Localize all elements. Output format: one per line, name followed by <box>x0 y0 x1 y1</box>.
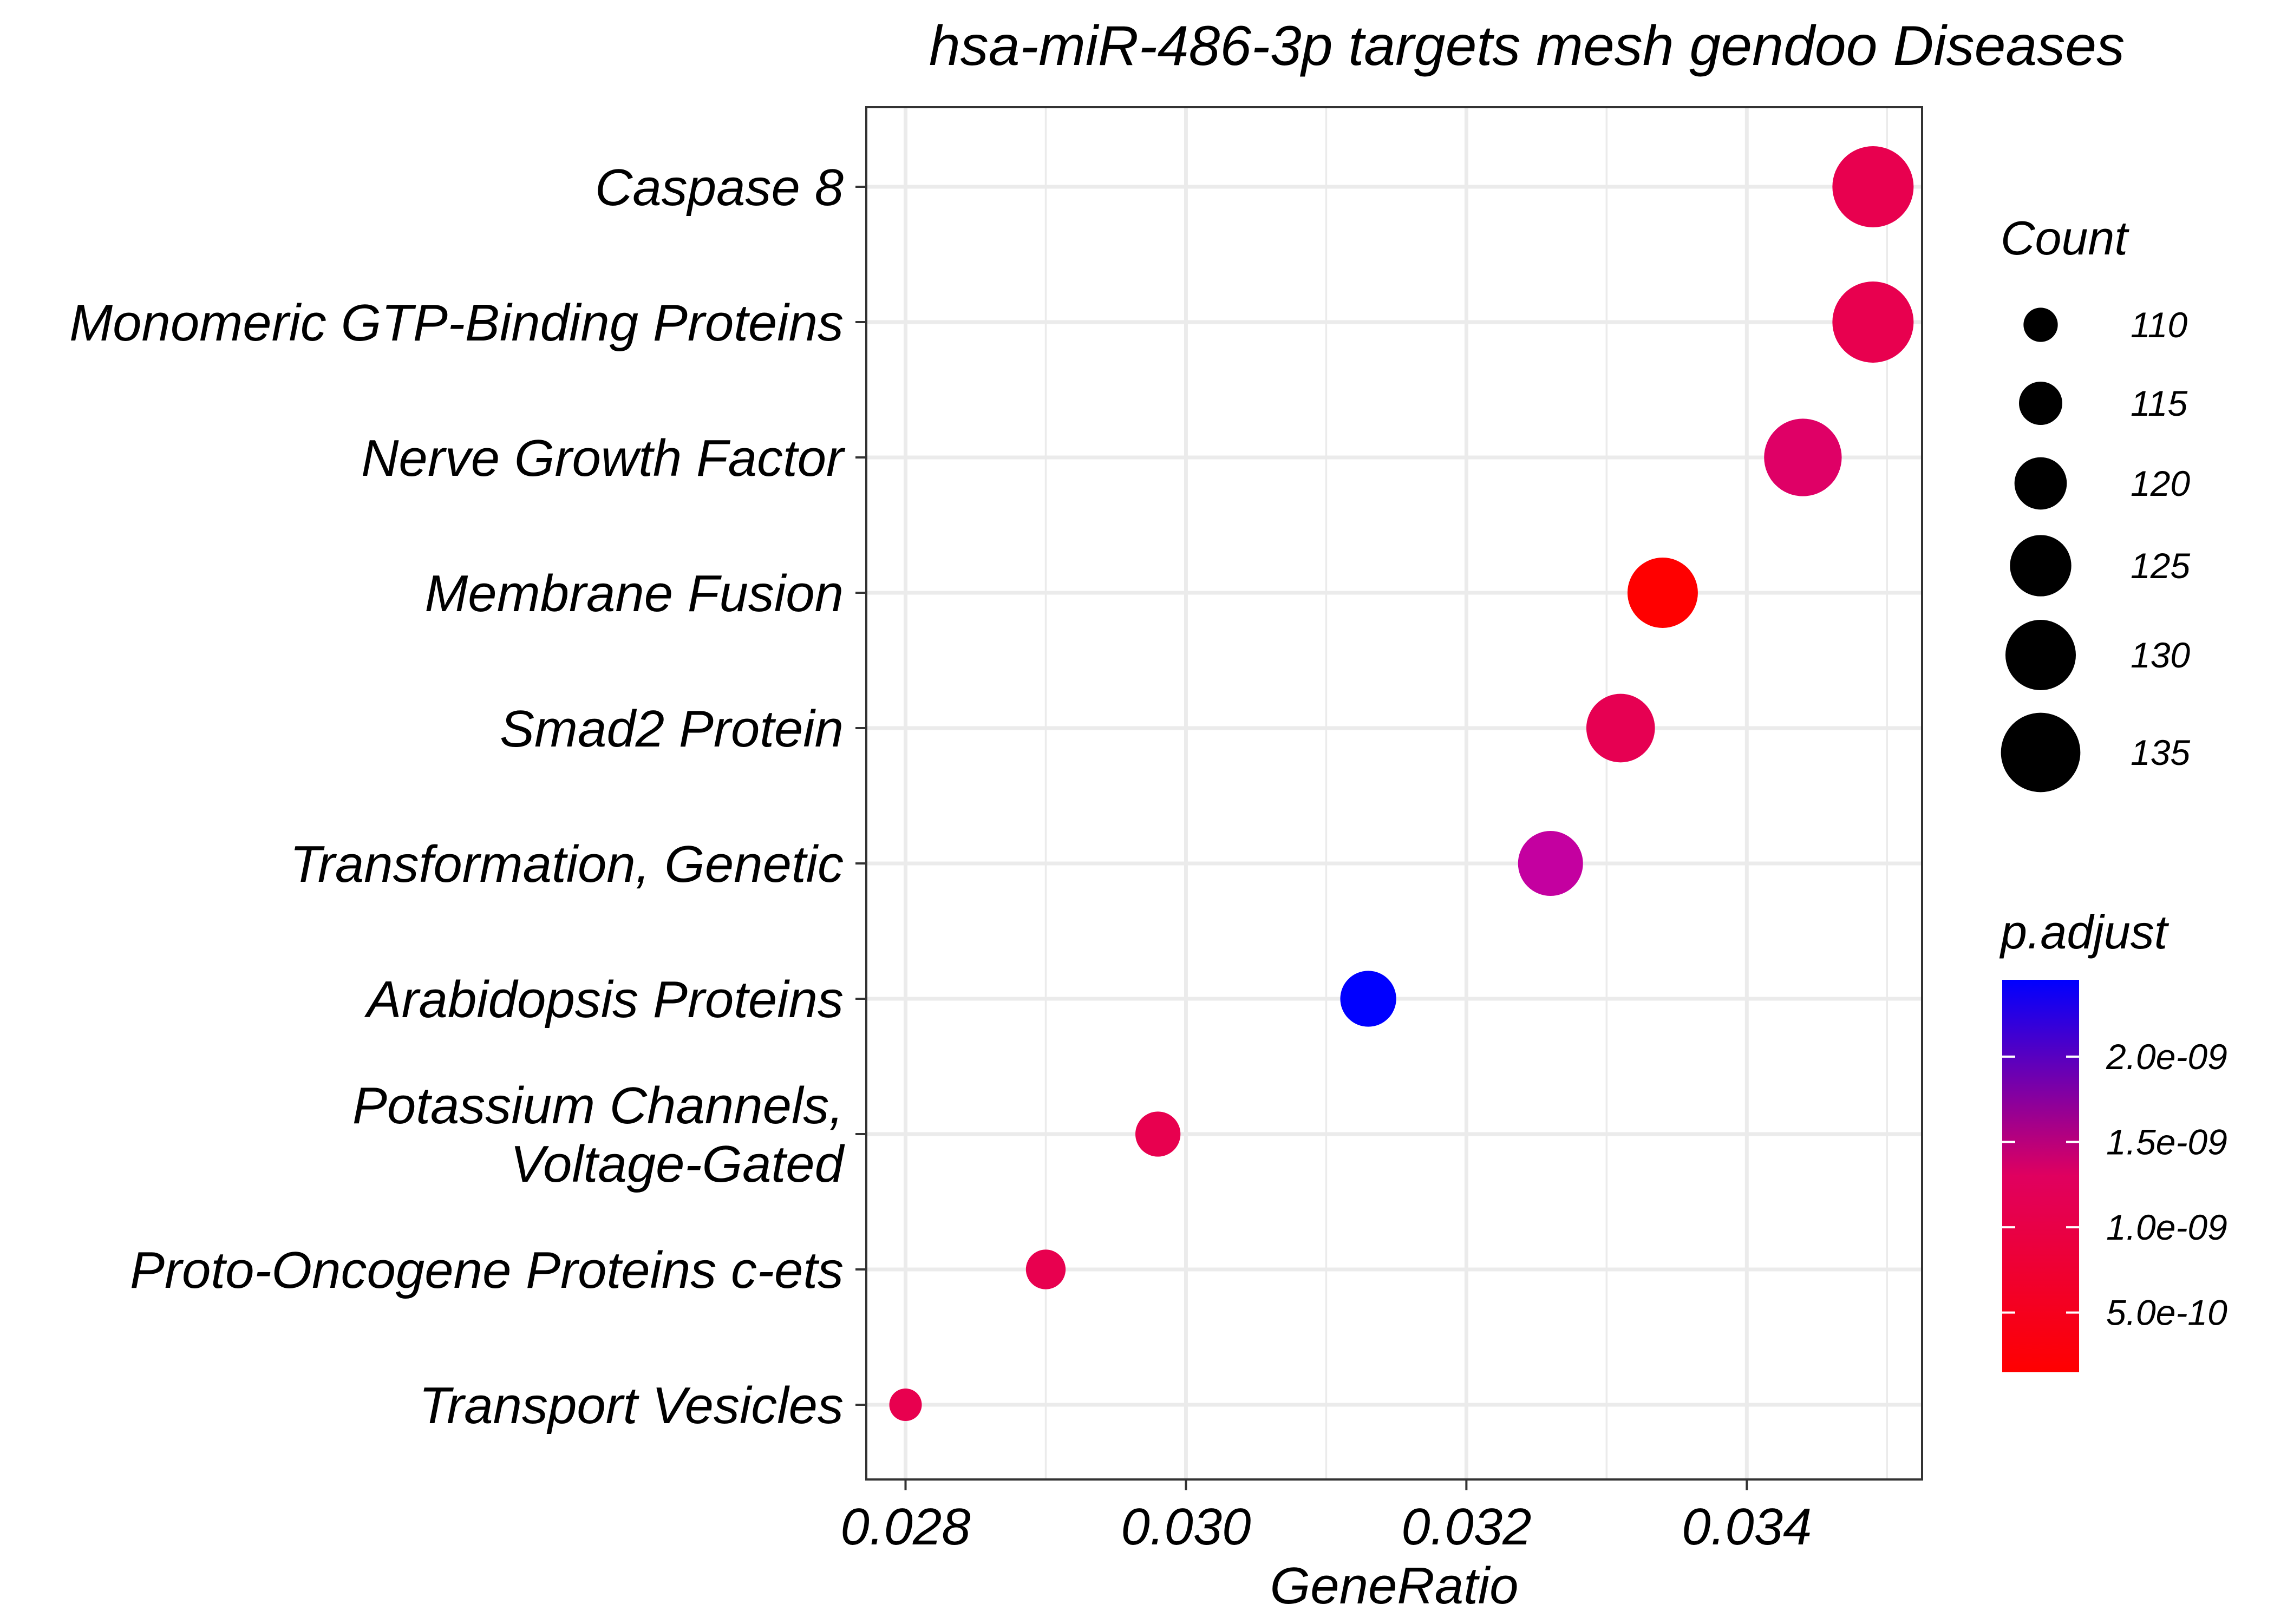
legend-count-key <box>2001 712 2081 793</box>
plot-panel-border <box>865 106 1923 1481</box>
legend-padjust: p.adjust 2.0e-09 1.5e-09 1.0e-09 5.0e-10 <box>1999 905 2227 1372</box>
data-point <box>1518 831 1583 896</box>
legend-count-label: 135 <box>2131 732 2190 772</box>
data-point <box>1627 558 1698 628</box>
legend-count-label: 115 <box>2131 383 2188 423</box>
legend-count-key <box>2005 620 2076 690</box>
y-tick-label: Nerve Growth Factor <box>361 429 846 487</box>
legend-count-key <box>2010 535 2072 597</box>
data-point <box>1586 693 1655 763</box>
y-axis-labels: Caspase 8 Monomeric GTP-Binding Proteins N… <box>69 159 866 1435</box>
x-tick-label: 0.032 <box>1401 1498 1531 1556</box>
legend-count-label: 110 <box>2131 305 2188 345</box>
y-tick-label: Potassium Channels, Voltage-Gated <box>352 1077 845 1193</box>
chart-title: hsa-miR-486-3p targets mesh gendoo Disea… <box>929 15 2125 77</box>
x-axis-label: GeneRatio <box>1270 1557 1519 1615</box>
y-tick-label: Membrane Fusion <box>424 565 844 623</box>
x-tick-label: 0.034 <box>1682 1498 1812 1556</box>
grid-layer <box>866 107 1922 1479</box>
colorbar-label: 2.0e-09 <box>2106 1037 2227 1077</box>
y-tick-label: Monomeric GTP-Binding Proteins <box>69 294 844 352</box>
y-tick-label: Proto-Oncogene Proteins c-ets <box>130 1241 844 1299</box>
legend-count-label: 130 <box>2131 635 2190 675</box>
data-point <box>1340 971 1396 1027</box>
colorbar-label: 1.0e-09 <box>2106 1207 2227 1247</box>
legend-count-key <box>2023 307 2058 342</box>
legend-count-key <box>2014 457 2067 510</box>
data-point <box>1764 418 1842 496</box>
points-layer <box>889 146 1914 1421</box>
legend-count: Count 110 115 120 125 130 135 <box>2001 211 2190 793</box>
data-point <box>1832 146 1914 227</box>
y-tick-label: Transport Vesicles <box>419 1377 844 1435</box>
y-tick-label: Transformation, Genetic <box>290 835 844 893</box>
data-point <box>1025 1249 1066 1289</box>
legend-padjust-title: p.adjust <box>1999 905 2170 959</box>
y-tick-label: Smad2 Protein <box>500 700 844 758</box>
legend-count-key <box>2019 382 2062 425</box>
data-point <box>1135 1111 1181 1157</box>
legend-count-label: 125 <box>2131 546 2190 586</box>
colorbar <box>2002 980 2079 1372</box>
x-tick-label: 0.030 <box>1121 1498 1251 1556</box>
x-axis-ticks: 0.028 0.030 0.032 0.034 <box>840 1479 1812 1556</box>
data-point <box>889 1389 922 1421</box>
x-tick-label: 0.028 <box>840 1498 970 1556</box>
colorbar-label: 1.5e-09 <box>2106 1122 2227 1162</box>
y-tick-label: Caspase 8 <box>595 159 844 217</box>
y-tick-label: Arabidopsis Proteins <box>364 971 844 1029</box>
legend-count-title: Count <box>2001 211 2129 265</box>
colorbar-label: 5.0e-10 <box>2106 1293 2227 1333</box>
data-point <box>1832 281 1914 363</box>
legend-count-label: 120 <box>2131 463 2190 503</box>
